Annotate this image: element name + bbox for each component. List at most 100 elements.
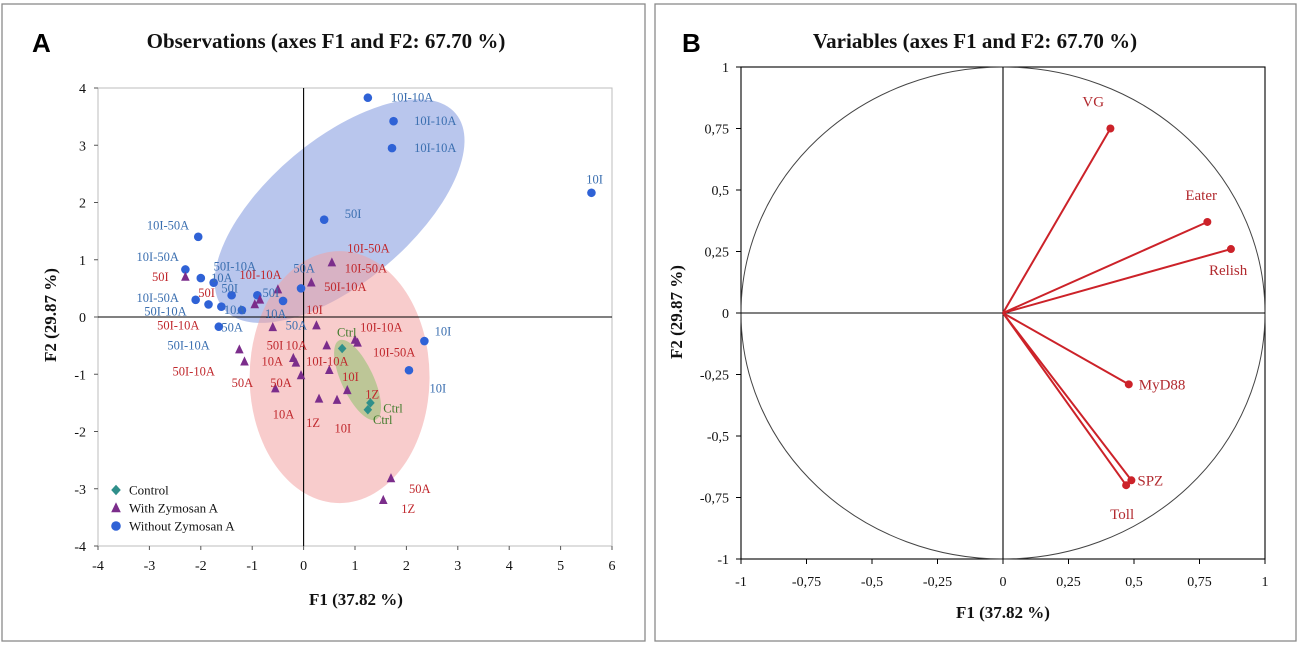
panel-b-xtick-label: 0: [1000, 575, 1007, 590]
panel-a-ytick-label: 3: [79, 139, 86, 154]
point-without-zymosan-a-50i-10a: [214, 322, 224, 332]
panel-a-xtick-label: 0: [300, 559, 307, 574]
vector-spz: [1002, 312, 1133, 481]
panel-a-ytick-label: 4: [79, 82, 86, 97]
point-label-10i-10a: 10I-10A: [360, 320, 402, 334]
vector-label-eater: Eater: [1185, 188, 1217, 204]
panel-a-axes: [98, 88, 612, 546]
point-label-50i: 50I: [267, 339, 284, 353]
point-label-50a: 50A: [293, 261, 315, 275]
point-control-ctrl: [366, 398, 375, 408]
vector-tip-vg: [1106, 124, 1115, 133]
panel-b-xlabel: F1 (37.82 %): [956, 603, 1050, 622]
panel-a-xtick-label: 5: [557, 559, 564, 574]
panel-b-ytick-label: 0,25: [705, 246, 730, 261]
vector-relish: [1002, 248, 1232, 314]
point-label-10a: 10A: [273, 407, 295, 421]
point-without-zymosan-a-10i: [420, 336, 429, 346]
point-label-10i: 10I: [586, 173, 603, 187]
point-with-zymosan-a-50a: [271, 383, 280, 393]
point-label-10i-50a: 10I-50A: [347, 241, 389, 255]
vector-tip-toll: [1122, 481, 1131, 490]
point-label-10i-50a: 10I-50A: [147, 218, 189, 232]
point-label-10i-10a: 10I-10A: [239, 268, 281, 282]
point-without-zymosan-a-10i-50a: [193, 232, 203, 242]
panel-a-xtick-label: 2: [403, 559, 410, 574]
vector-label-relish: Relish: [1209, 263, 1248, 279]
confidence-ellipse-without: [214, 99, 465, 323]
point-with-zymosan-a-50i: [250, 299, 260, 309]
point-label-50i: 50I: [198, 286, 215, 300]
panel-a-ytick-label: -1: [74, 368, 86, 383]
point-label-50a: 50A: [270, 376, 292, 390]
panel-a-xtick-label: -1: [246, 559, 258, 574]
point-label-10i: 10I: [435, 324, 452, 338]
point-with-zymosan-a-50i: [255, 294, 265, 304]
point-with-zymosan-a-50i-10a: [240, 356, 249, 366]
vector-label-vg: VG: [1082, 95, 1104, 111]
point-without-zymosan-a-10a: [278, 296, 288, 306]
vector-tip-spz: [1127, 476, 1136, 485]
point-label-50i: 50I: [262, 286, 279, 300]
panel-a-ytick-label: -3: [74, 483, 86, 498]
point-with-zymosan-a-10a: [322, 340, 332, 350]
point-with-zymosan-a-10a: [296, 370, 306, 380]
point-label-50i-10a: 50I-10A: [157, 319, 199, 333]
panel-b-ytick-label: 0: [722, 307, 729, 322]
panel-b-ytick-label: -0,5: [707, 430, 729, 445]
point-label-10i-50a: 10I-50A: [345, 261, 387, 275]
panel-a-point-labels: 10I-10A 10I-10A 10I-10A 10I 50I 10I-50A 10I-50…: [137, 91, 603, 516]
panel-b-xtick-label: -1: [735, 575, 747, 590]
point-label-1z: 1Z: [401, 502, 415, 516]
panel-a-xtick-label: 3: [454, 559, 461, 574]
panel-b-xtick-label: -0,75: [792, 575, 821, 590]
panel-b-ytick-label: 1: [722, 61, 729, 76]
point-label-ctrl: Ctrl: [373, 413, 393, 427]
point-label-50i-10a: 50I-10A: [144, 304, 186, 318]
point-label-50i-10a: 50I-10A: [167, 339, 209, 353]
point-label-10i-10a: 10I-10A: [414, 141, 456, 155]
point-without-zymosan-a-10i-10a: [363, 93, 373, 103]
point-label-50i-10a: 50I-10A: [173, 364, 215, 378]
point-label-10a: 10A: [261, 355, 283, 369]
legend-marker-control: [111, 484, 121, 496]
point-without-zymosan-a-50i: [227, 290, 236, 300]
panel-b-letter: B: [682, 28, 701, 58]
point-without-zymosan-a-50i-10a: [196, 273, 206, 283]
point-label-50a: 50A: [221, 320, 243, 334]
panel-b-xtick-label: 0,5: [1125, 575, 1143, 590]
point-label-1z: 1Z: [365, 387, 379, 401]
point-label-50a: 50A: [409, 482, 431, 496]
point-without-zymosan-a-50i-10a: [204, 300, 213, 309]
vector-myd88: [1002, 312, 1130, 386]
legend-label-with: With Zymosan A: [129, 501, 219, 516]
panel-a-frame: [1, 3, 646, 642]
point-label-10i-10a: 10I-10A: [414, 114, 456, 128]
point-label-ctrl: Ctrl: [337, 325, 357, 339]
panel-b-xtick-label: 0,25: [1056, 575, 1081, 590]
panel-b-title: Variables (axes F1 and F2: 67.70 %): [813, 29, 1137, 53]
panel-a-xtick-label: -4: [92, 559, 104, 574]
point-without-zymosan-a-50i: [319, 215, 329, 224]
panel-b-ylabel: F2 (29.87 %): [667, 265, 686, 359]
legend-label-without: Without Zymosan A: [129, 519, 235, 534]
panel-a-ytick-label: -2: [74, 426, 86, 441]
point-without-zymosan-a-10a: [217, 302, 226, 311]
point-label-10i-50a: 10I-50A: [373, 345, 415, 359]
panel-b-xtick-label: 1: [1262, 575, 1269, 590]
panel-a-xtick-label: 6: [609, 559, 616, 574]
point-label-50a: 50A: [232, 376, 254, 390]
panel-b-xtick-label: 0,75: [1187, 575, 1212, 590]
point-label-1z: 1Z: [306, 416, 320, 430]
panel-a-xtick-label: 4: [506, 559, 513, 574]
panel-b-ytick-label: -0,25: [700, 369, 729, 384]
point-without-zymosan-a-10a: [209, 278, 218, 287]
point-with-zymosan-a-1z: [342, 384, 352, 395]
legend-marker-with: [111, 502, 121, 513]
panel-b-ytick-label: 0,75: [705, 123, 730, 138]
vector-tip-eater: [1203, 217, 1212, 226]
panel-b-frame: [654, 3, 1297, 642]
point-label-10a: 10A: [286, 339, 308, 353]
panel-a-ytick-label: -4: [74, 540, 86, 555]
